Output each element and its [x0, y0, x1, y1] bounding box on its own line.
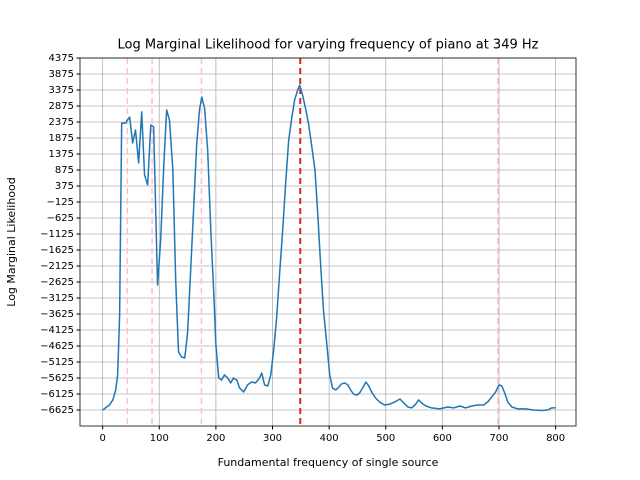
y-tick-label: −5125 [40, 357, 74, 368]
y-tick-label: −3625 [40, 309, 74, 320]
y-tick-label: 375 [55, 181, 74, 192]
x-tick-label: 700 [489, 433, 508, 444]
x-tick-label: 0 [99, 433, 105, 444]
x-axis-label: Fundamental frequency of single source [218, 456, 439, 469]
x-tick-label: 400 [320, 433, 339, 444]
y-tick-label: −2625 [40, 277, 74, 288]
x-tick-label: 600 [433, 433, 452, 444]
y-tick-label: 4375 [49, 53, 74, 64]
y-tick-label: −2125 [40, 261, 74, 272]
y-tick-label: 2375 [49, 117, 74, 128]
y-tick-label: −3125 [40, 293, 74, 304]
y-tick-label: 3375 [49, 85, 74, 96]
y-tick-label: 2875 [49, 101, 74, 112]
y-tick-label: −4125 [40, 325, 74, 336]
y-tick-label: −6625 [40, 405, 74, 416]
y-tick-label: −1625 [40, 245, 74, 256]
data-line [102, 84, 556, 412]
y-tick-label: −6125 [40, 389, 74, 400]
x-tick-label: 300 [263, 433, 282, 444]
x-tick-label: 200 [206, 433, 225, 444]
y-tick-label: −1125 [40, 229, 74, 240]
chart-title: Log Marginal Likelihood for varying freq… [118, 38, 539, 53]
x-tick-label: 800 [546, 433, 565, 444]
y-tick-label: −5625 [40, 373, 74, 384]
y-tick-label: −4625 [40, 341, 74, 352]
y-tick-label: 3875 [49, 69, 74, 80]
y-tick-label: −125 [47, 197, 74, 208]
y-tick-label: 1375 [49, 149, 74, 160]
y-axis-label: Log Marginal Likelihood [5, 177, 18, 306]
y-tick-label: 875 [55, 165, 74, 176]
x-tick-label: 500 [376, 433, 395, 444]
plot-frame [79, 57, 577, 427]
y-tick-label: 1875 [49, 133, 74, 144]
y-tick-label: −625 [47, 213, 74, 224]
x-tick-label: 100 [150, 433, 169, 444]
